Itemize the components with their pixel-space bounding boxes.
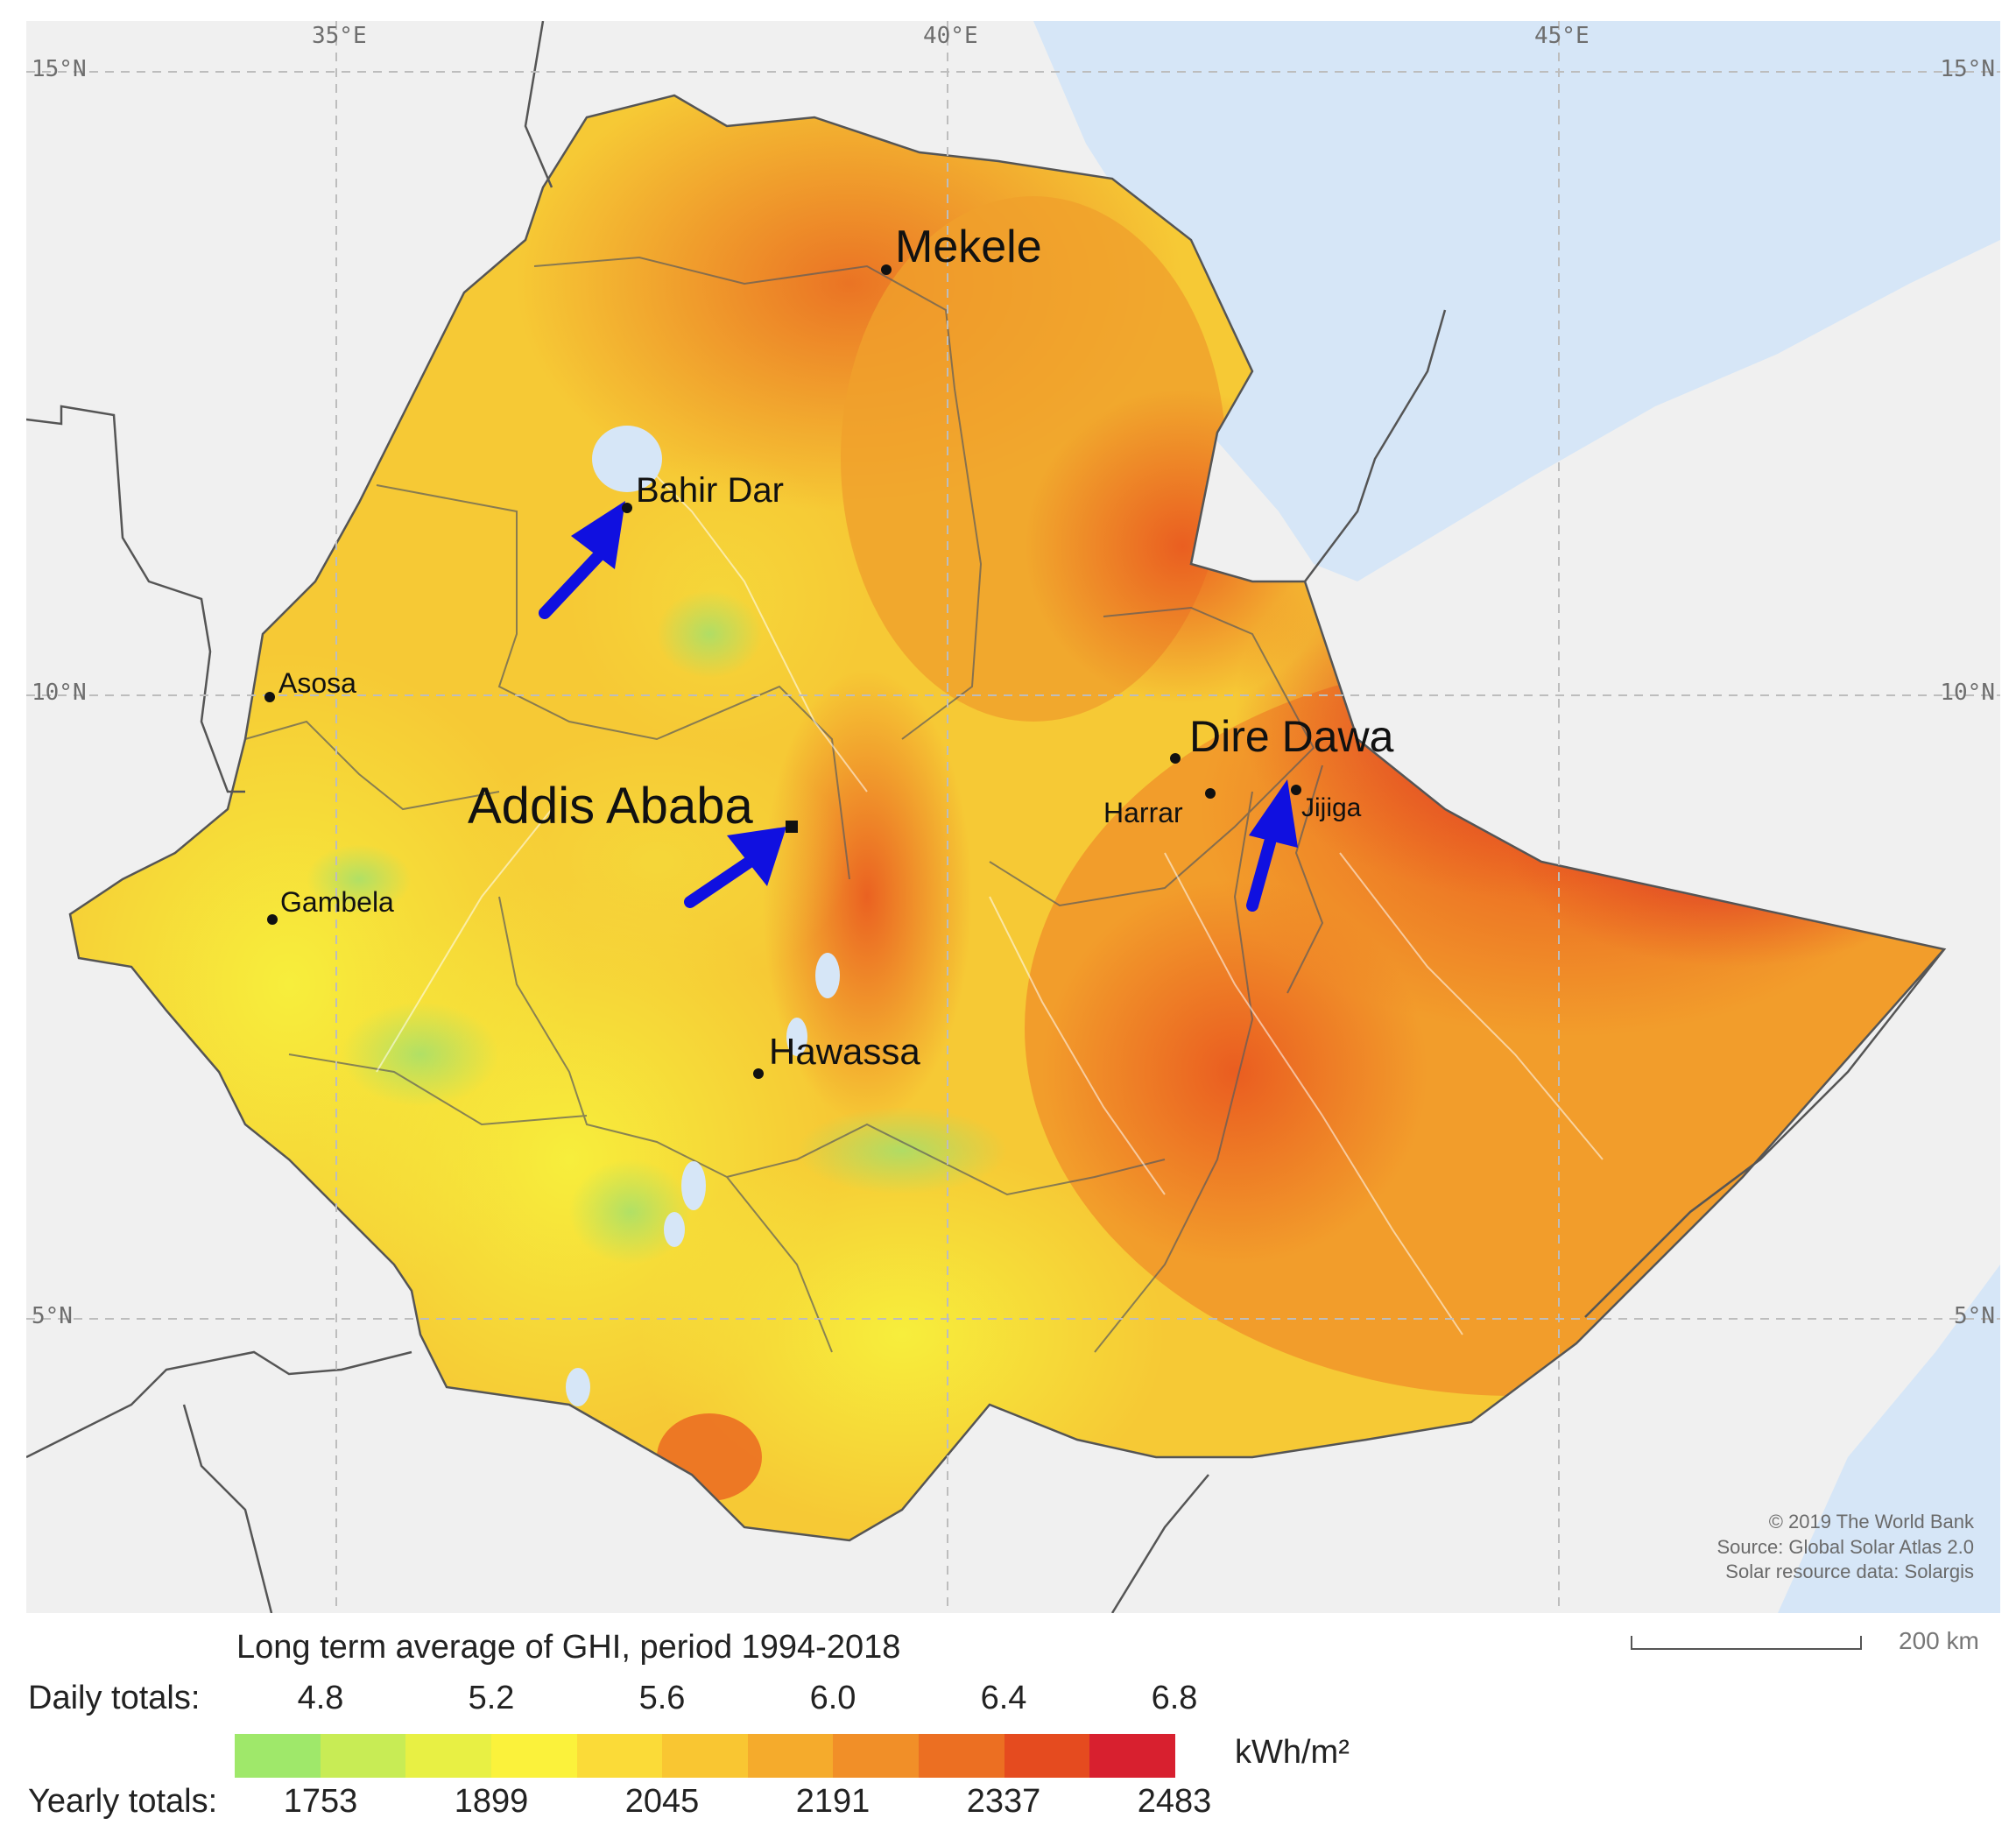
colorbar-swatch-5 <box>662 1734 748 1778</box>
legend-daily-label: Daily totals: <box>28 1680 201 1716</box>
city-label-addis-ababa: Addis Ababa <box>468 778 753 835</box>
legend-title: Long term average of GHI, period 1994-20… <box>236 1629 901 1666</box>
arrow-bahir-dar-icon <box>539 501 625 619</box>
lake-tana <box>592 426 662 492</box>
daily-tick: 6.8 <box>1151 1680 1198 1716</box>
credit-line-3: Solar resource data: Solargis <box>1725 1561 1974 1583</box>
colorbar-swatch-10 <box>1089 1734 1176 1778</box>
lat-label-15-left: 15°N <box>32 56 87 82</box>
lat-label-10-right: 10°N <box>1940 680 1995 706</box>
city-dot-mekele <box>881 264 892 275</box>
colorbar-swatch-6 <box>747 1734 834 1778</box>
colorbar-swatch-9 <box>1004 1734 1090 1778</box>
city-dot-jijiga <box>1291 785 1301 795</box>
city-dot-asosa <box>264 692 275 702</box>
city-label-bahir-dar: Bahir Dar <box>636 471 784 510</box>
yearly-tick: 1753 <box>283 1783 358 1820</box>
map-panel: 35°E 40°E 45°E 15°N 10°N 5°N 15°N 10°N 5… <box>26 21 2000 1613</box>
legend-unit: kWh/m² <box>1235 1734 1350 1771</box>
colorbar-swatch-0 <box>235 1734 321 1778</box>
city-label-harrar: Harrar <box>1103 797 1183 828</box>
arrow-jijiga-icon <box>1246 779 1298 912</box>
colorbar-swatch-7 <box>833 1734 920 1778</box>
lon-label-35: 35°E <box>312 23 367 49</box>
lat-label-5-left: 5°N <box>32 1303 73 1329</box>
credit-line-1: © 2019 The World Bank <box>1768 1511 1974 1533</box>
city-label-asosa: Asosa <box>278 667 356 699</box>
colorbar-swatch-8 <box>919 1734 1004 1778</box>
lat-label-10-left: 10°N <box>32 680 87 706</box>
yearly-tick: 2483 <box>1137 1783 1212 1820</box>
annotation-arrows <box>539 501 1298 912</box>
red-sea-and-gulf-of-aden <box>1033 21 2000 581</box>
credit-line-2: Source: Global Solar Atlas 2.0 <box>1716 1535 1975 1558</box>
city-marker-addis-ababa <box>786 821 798 833</box>
city-label-hawassa: Hawassa <box>769 1031 920 1072</box>
lat-label-5-right: 5°N <box>1954 1303 1995 1329</box>
legend-colorbar <box>235 1734 1176 1778</box>
daily-tick: 5.6 <box>638 1680 686 1716</box>
country-borders <box>26 21 1947 1613</box>
colorbar-swatch-1 <box>320 1734 406 1778</box>
city-label-dire-dawa: Dire Dawa <box>1189 712 1394 761</box>
colorbar-swatch-3 <box>490 1734 577 1778</box>
yearly-tick: 2337 <box>966 1783 1041 1820</box>
scale-bar <box>1631 1636 1862 1650</box>
colorbar-swatch-4 <box>576 1734 663 1778</box>
legend-yearly-label: Yearly totals: <box>28 1783 218 1820</box>
indian-ocean <box>1778 1265 2000 1613</box>
lon-label-45: 45°E <box>1534 23 1590 49</box>
daily-tick: 4.8 <box>297 1680 344 1716</box>
daily-tick: 6.4 <box>980 1680 1027 1716</box>
city-label-mekele: Mekele <box>895 222 1042 272</box>
lon-label-40: 40°E <box>923 23 978 49</box>
map-canvas <box>26 21 2000 1613</box>
colorbar-swatch-2 <box>405 1734 491 1778</box>
yearly-tick: 1899 <box>454 1783 529 1820</box>
arrow-addis-ababa-icon <box>684 827 786 908</box>
city-label-jijiga: Jijiga <box>1301 793 1362 822</box>
city-dot-bahir-dar <box>622 503 632 513</box>
daily-tick: 6.0 <box>809 1680 856 1716</box>
yearly-tick: 2045 <box>624 1783 700 1820</box>
map-credits: © 2019 The World Bank Source: Global Sol… <box>1717 1510 1975 1585</box>
city-dot-gambela <box>267 914 278 925</box>
daily-tick: 5.2 <box>468 1680 515 1716</box>
city-dot-harrar <box>1205 788 1216 799</box>
city-label-gambela: Gambela <box>280 886 394 918</box>
city-dot-dire-dawa <box>1170 753 1181 764</box>
scale-bar-label: 200 km <box>1899 1627 1979 1654</box>
graticule <box>26 21 2000 1613</box>
lat-label-15-right: 15°N <box>1940 56 1995 82</box>
city-dot-hawassa <box>753 1068 764 1079</box>
yearly-tick: 2191 <box>795 1783 871 1820</box>
